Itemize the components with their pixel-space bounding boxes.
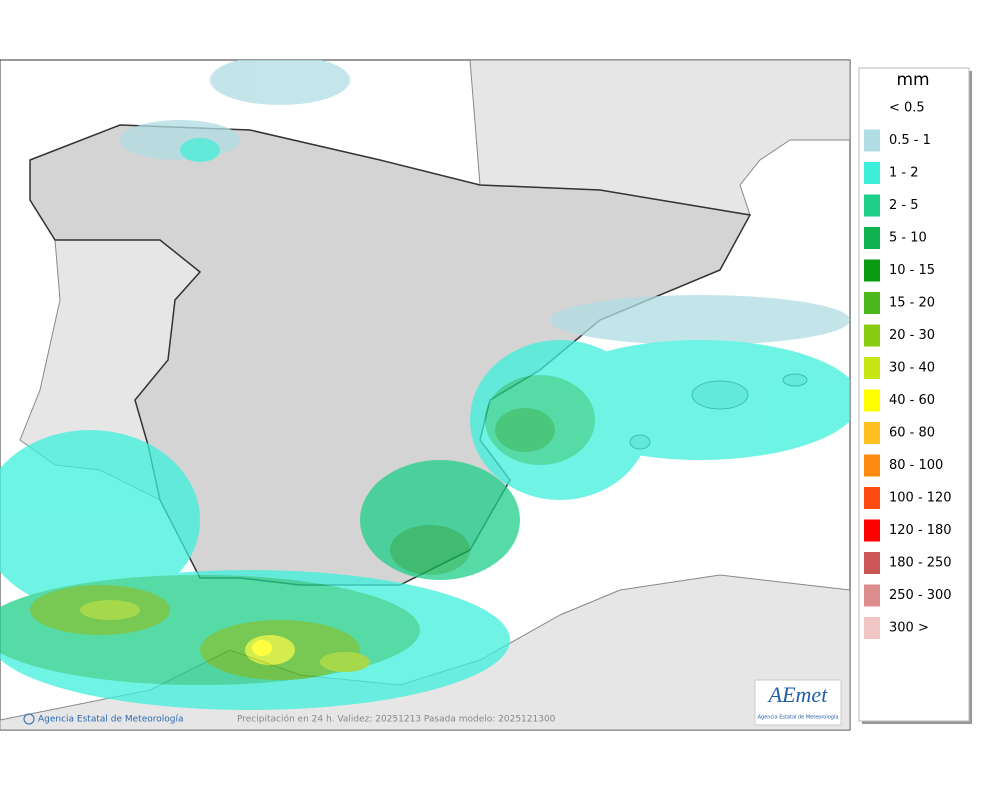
credit: Agencia Estatal de Meteorología	[38, 715, 184, 725]
legend-label: 120 - 180	[889, 523, 952, 538]
legend-swatch	[864, 227, 880, 249]
legend-swatch	[864, 194, 880, 217]
logo-box	[754, 679, 842, 726]
legend-swatch	[864, 259, 880, 282]
copyright-icon	[23, 713, 35, 725]
legend-swatch	[864, 422, 880, 444]
logo: AEmet	[767, 682, 829, 707]
legend-swatch	[864, 292, 880, 314]
legend-label: 2 - 5	[889, 198, 919, 213]
legend-swatch	[864, 357, 880, 379]
legend-swatch	[864, 162, 880, 184]
legend-swatch	[864, 584, 880, 607]
legend-label: 300 >	[889, 621, 929, 636]
legend-swatch	[864, 129, 880, 152]
legend-title: mm	[896, 70, 929, 90]
caption: Precipitación en 24 h. Validez: 20251213…	[237, 714, 556, 725]
legend-label: 5 - 10	[889, 231, 927, 246]
legend-label: 40 - 60	[889, 393, 935, 408]
legend-label: 250 - 300	[889, 588, 952, 603]
legend-label: 60 - 80	[889, 426, 935, 441]
legend-swatch	[864, 552, 880, 574]
legend-label: 80 - 100	[889, 458, 943, 473]
legend-label: 0.5 - 1	[889, 133, 931, 148]
legend-swatch	[864, 454, 880, 477]
precipitation	[0, 60, 850, 710]
legend-label: 100 - 120	[889, 491, 952, 506]
map: Agencia Estatal de Meteorología Precipit…	[0, 59, 851, 731]
legend-label: 180 - 250	[889, 556, 952, 571]
legend-label: 30 - 40	[889, 361, 935, 376]
legend: mm < 0.5 0.5 - 1 1 - 2 2 - 5 5 - 10 10 - 15 15…	[858, 67, 972, 724]
legend-swatch	[864, 487, 880, 509]
legend-swatch	[864, 324, 880, 347]
legend-swatch	[864, 617, 880, 639]
legend-label: 1 - 2	[889, 166, 919, 181]
legend-label: 15 - 20	[889, 296, 935, 311]
legend-label: 20 - 30	[889, 328, 935, 343]
logo-subtitle: Agencia Estatal de Meteorología	[758, 714, 839, 721]
legend-label: 10 - 15	[889, 263, 935, 278]
legend-swatch	[864, 519, 880, 542]
legend-label: < 0.5	[889, 101, 925, 116]
legend-swatch	[864, 389, 880, 412]
